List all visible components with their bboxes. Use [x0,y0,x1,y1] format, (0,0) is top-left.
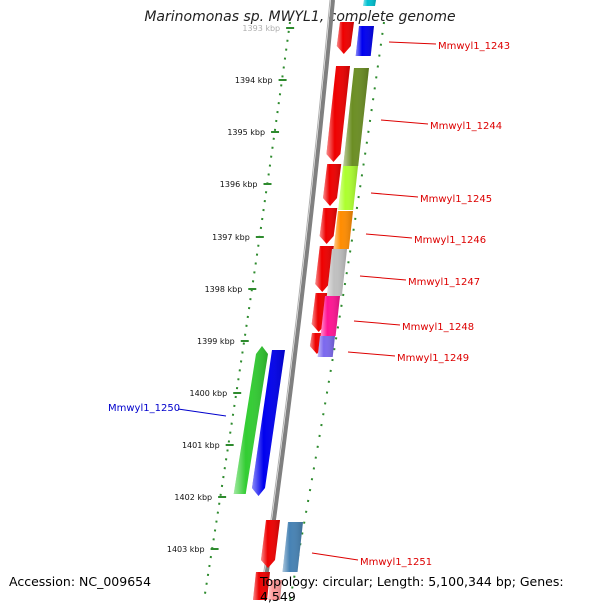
gene-track [233,26,374,572]
kbp-label: 1402 kbp [174,493,212,502]
kbp-label: 1401 kbp [182,441,220,450]
accession-text: Accession: NC_009654 [9,574,152,589]
map-title: Marinomonas sp. MWYL1, complete genome [144,9,456,25]
label-leader [311,552,359,561]
gene-Mmwyl1_1246-shade [333,211,353,249]
gene-label-Mmwyl1_1246: Mmwyl1_1246 [414,235,486,246]
gene-label-Mmwyl1_1250: Mmwyl1_1250 [108,403,180,414]
cds-arrow-shade [336,22,354,54]
unlabeled-orf-shade [252,350,285,496]
inner-dotted-ring [289,21,385,600]
gene-Mmwyl1_1245-shade [338,166,358,210]
cds-arrow-shade [319,208,338,244]
gene-Mmwyl1_1249-shade [317,336,335,357]
backbone-line [261,0,335,600]
label-leader [353,320,401,326]
gene-Mmwyl1_1250-shade [233,346,268,494]
cds-arrow-shade [261,520,280,568]
gene-label-Mmwyl1_1251: Mmwyl1_1251 [360,557,432,568]
gene-Mmwyl1_1251-shade [282,522,303,572]
kbp-label: 1396 kbp [220,180,258,189]
gene-Mmwyl1_1244-shade [343,68,369,166]
kbp-label: 1394 kbp [235,76,273,85]
outer-dotted-ring [203,21,291,600]
gene-label-Mmwyl1_1244: Mmwyl1_1244 [430,121,502,132]
gene-labels: Mmwyl1_1243 Mmwyl1_1244 Mmwyl1_1245 Mmwyl1_… [108,41,510,568]
gene-Mmwyl1_1243-shade [355,26,374,56]
kbp-label: 1393 kbp [242,24,280,33]
label-leader [347,351,396,357]
cds-arrow-shade [363,0,376,6]
gene-Mmwyl1_1248-shade [320,296,340,336]
backbone-highlight [259,0,331,600]
label-leader [388,41,437,45]
kbp-scale: 1393 kbp 1394 kbp 1395 kbp 1396 kbp 1397 kbp… [167,24,295,554]
label-leader [380,119,429,125]
ring-layer [203,0,385,600]
label-leader [370,192,419,198]
gene-Mmwyl1_1247-shade [326,249,347,296]
label-leader [365,233,413,239]
cds-arrow-shade [323,164,342,206]
kbp-label: 1399 kbp [197,337,235,346]
cds-arrow-shade [268,580,282,600]
kbp-label: 1398 kbp [205,285,243,294]
label-leader [177,408,227,417]
cds-arrow-shade [253,572,270,600]
kbp-label: 1403 kbp [167,545,205,554]
gene-label-Mmwyl1_1243: Mmwyl1_1243 [438,41,510,52]
kbp-label: 1397 kbp [212,233,250,242]
kbp-label: 1400 kbp [190,389,228,398]
label-leader [359,275,407,281]
gene-label-Mmwyl1_1248: Mmwyl1_1248 [402,322,474,333]
cds-arrow-shade [326,66,351,162]
gene-label-Mmwyl1_1249: Mmwyl1_1249 [397,353,469,364]
gene-label-Mmwyl1_1247: Mmwyl1_1247 [408,277,480,288]
gene-label-Mmwyl1_1245: Mmwyl1_1245 [420,194,492,205]
kbp-label: 1395 kbp [227,128,265,137]
